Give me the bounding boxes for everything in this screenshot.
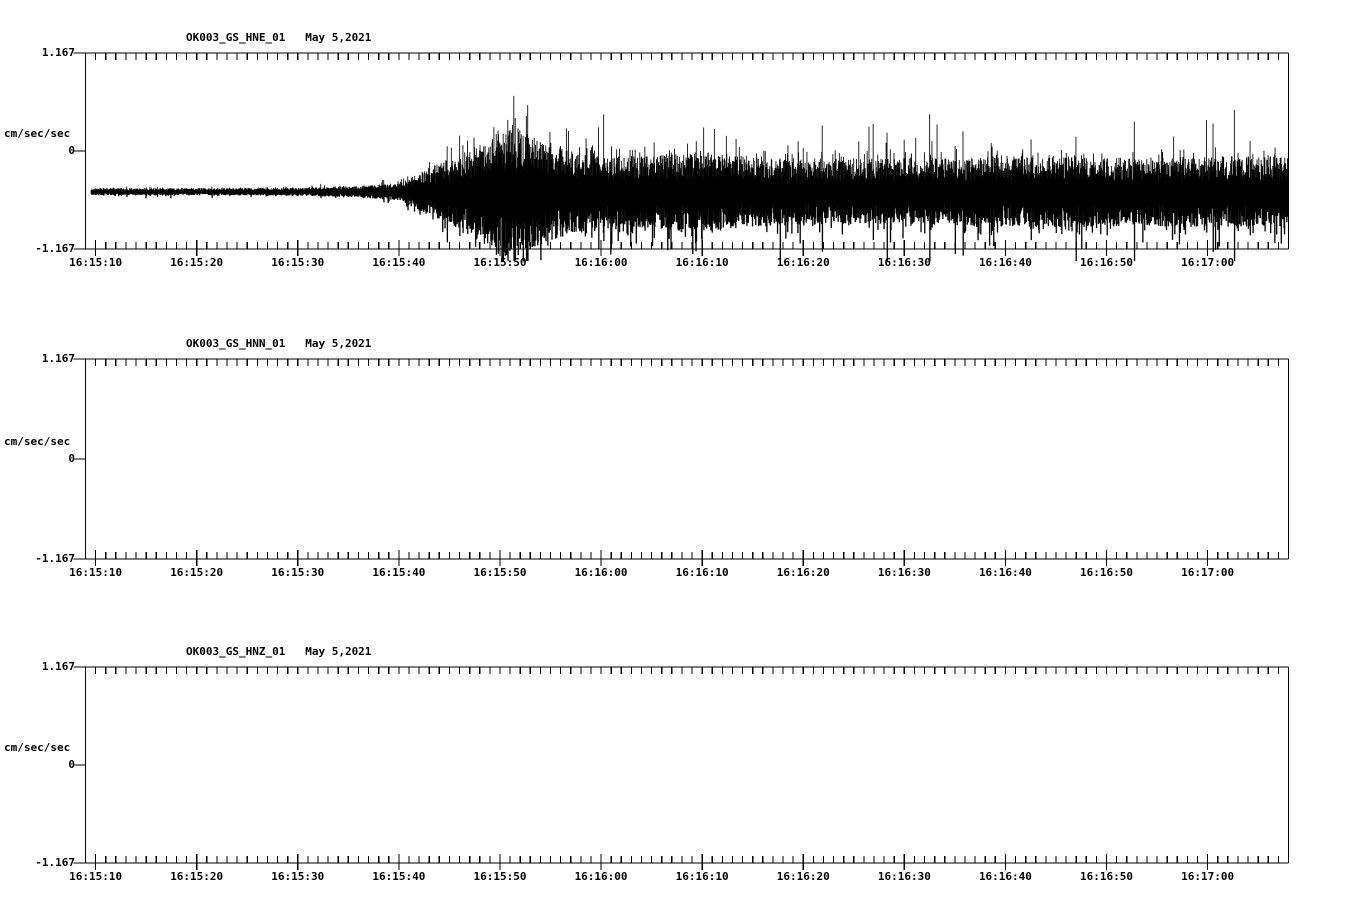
x-tick-label: 16:15:50: [473, 565, 527, 579]
x-tick-label: 16:16:50: [1080, 255, 1134, 269]
x-tick-label: 16:15:30: [271, 869, 325, 883]
x-tick-label: 16:16:10: [675, 869, 729, 883]
x-tick-label: 16:17:00: [1181, 255, 1235, 269]
x-tick-label: 16:16:40: [978, 565, 1032, 579]
x-tick-label: 16:16:30: [877, 255, 931, 269]
panel-title: OK003_GS_HNN_01 May 5,2021: [186, 336, 372, 350]
y-tick-label: 0: [68, 143, 75, 157]
panel-title: OK003_GS_HNZ_01 May 5,2021: [186, 644, 372, 658]
y-tick-marks: [73, 665, 86, 864]
y-axis-unit-label: cm/sec/sec: [4, 434, 71, 448]
panel-title: OK003_GS_HNE_01 May 5,2021: [186, 30, 372, 44]
waveform-trace: [90, 95, 1289, 261]
x-tick-label: 16:15:50: [473, 869, 527, 883]
panel-plot-area: [73, 357, 1290, 566]
y-axis-unit-label: cm/sec/sec: [4, 126, 71, 140]
major-tick-marks: [95, 239, 1209, 256]
y-tick-marks: [73, 51, 86, 250]
plot-frame: [84, 357, 1290, 560]
x-tick-label: 16:16:10: [675, 255, 729, 269]
x-tick-label: 16:15:40: [372, 565, 426, 579]
x-tick-label: 16:15:20: [170, 869, 224, 883]
panel-plot-area: [73, 51, 1290, 261]
x-tick-label: 16:16:10: [675, 565, 729, 579]
x-tick-label: 16:15:30: [271, 565, 325, 579]
x-tick-label: 16:16:00: [574, 565, 628, 579]
y-tick-label: 0: [68, 451, 75, 465]
x-tick-label: 16:15:40: [372, 255, 426, 269]
x-tick-label: 16:16:00: [574, 255, 628, 269]
x-tick-label: 16:15:10: [69, 565, 123, 579]
y-tick-label: 0: [68, 757, 75, 771]
plot-frame: [84, 665, 1290, 864]
x-tick-label: 16:15:50: [473, 255, 527, 269]
x-tick-label: 16:16:30: [877, 565, 931, 579]
x-tick-label: 16:15:20: [170, 565, 224, 579]
x-tick-label: 16:16:20: [776, 255, 830, 269]
major-tick-marks: [95, 549, 1209, 566]
x-tick-label: 16:15:30: [271, 255, 325, 269]
minor-tick-marks: [95, 666, 1279, 863]
y-axis-unit-label: cm/sec/sec: [4, 740, 71, 754]
plot-frame: [84, 51, 1290, 250]
x-tick-label: 16:16:40: [978, 869, 1032, 883]
x-tick-label: 16:16:20: [776, 869, 830, 883]
y-tick-marks: [73, 357, 86, 560]
x-tick-label: 16:15:20: [170, 255, 224, 269]
x-tick-label: 16:16:40: [978, 255, 1032, 269]
x-tick-label: 16:16:30: [877, 869, 931, 883]
y-tick-label: -1.167: [35, 241, 75, 255]
y-tick-label: 1.167: [41, 45, 75, 59]
x-tick-label: 16:15:40: [372, 869, 426, 883]
x-tick-label: 16:15:10: [69, 869, 123, 883]
y-tick-label: 1.167: [41, 659, 75, 673]
x-tick-label: 16:16:20: [776, 565, 830, 579]
x-tick-label: 16:16:00: [574, 869, 628, 883]
x-tick-label: 16:17:00: [1181, 565, 1235, 579]
major-tick-marks: [95, 853, 1209, 870]
minor-tick-marks: [95, 52, 1279, 249]
x-tick-label: 16:15:10: [69, 255, 123, 269]
x-tick-label: 16:17:00: [1181, 869, 1235, 883]
x-tick-label: 16:16:50: [1080, 565, 1134, 579]
y-tick-label: -1.167: [35, 551, 75, 565]
x-tick-label: 16:16:50: [1080, 869, 1134, 883]
minor-tick-marks: [95, 358, 1279, 559]
y-tick-label: 1.167: [41, 351, 75, 365]
y-tick-label: -1.167: [35, 855, 75, 869]
panel-plot-area: [73, 665, 1290, 870]
